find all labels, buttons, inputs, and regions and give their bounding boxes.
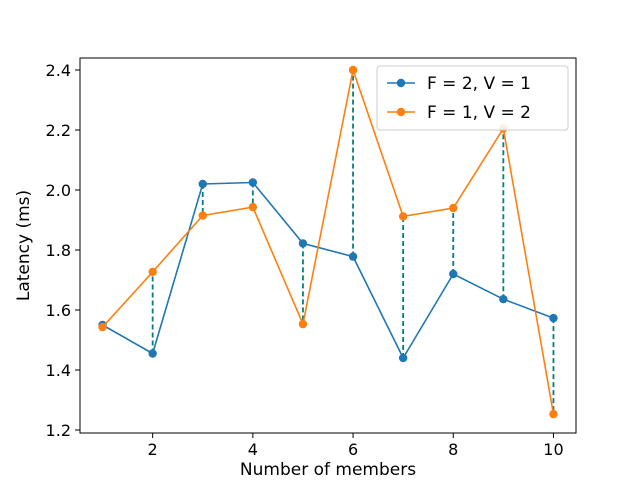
legend-label: F = 1, V = 2 [427,103,531,123]
series-line-2 [101,66,555,415]
data-point [248,202,258,212]
y-tick-label: 1.8 [46,241,71,260]
plot-area [98,65,558,419]
data-point [98,322,107,332]
legend-marker [396,107,406,117]
y-axis: 1.2 1.4 1.6 1.8 2.0 2.2 2.4 [46,61,80,440]
x-tick-label: 2 [148,440,158,459]
y-tick-label: 1.6 [46,301,71,320]
data-point [298,319,308,329]
x-tick-label: 8 [448,440,458,459]
data-point [549,409,558,419]
legend-marker [396,78,406,88]
x-tick-label: 4 [248,440,258,459]
legend-label: F = 2, V = 1 [427,74,531,94]
x-tick-label: 10 [543,440,563,459]
x-tick-label: 6 [348,440,358,459]
x-axis: 2 4 6 8 10 [148,433,564,459]
data-point [499,295,508,304]
series-line-1 [102,181,554,360]
data-point [398,212,408,221]
axes-frame [79,57,577,434]
data-point [449,269,458,279]
data-point [248,178,258,187]
data-point [198,179,207,189]
data-point [348,252,358,261]
y-tick-label: 2.2 [46,121,71,140]
y-tick-label: 2.4 [46,61,71,80]
data-point [148,349,157,358]
data-point [198,211,207,220]
data-point [549,313,558,323]
data-point [148,267,157,277]
y-tick-label: 2.0 [46,181,71,200]
x-axis-label: Number of members [240,460,416,480]
y-tick-label: 1.4 [46,361,71,380]
y-tick-label: 1.2 [46,421,71,440]
legend: F = 2, V = 1 F = 1, V = 2 [376,65,569,131]
data-point [298,239,308,248]
data-point [348,65,358,75]
data-point [449,203,458,213]
legend-box [376,65,569,131]
data-point [398,353,408,363]
y-axis-label: Latency (ms) [14,190,34,301]
